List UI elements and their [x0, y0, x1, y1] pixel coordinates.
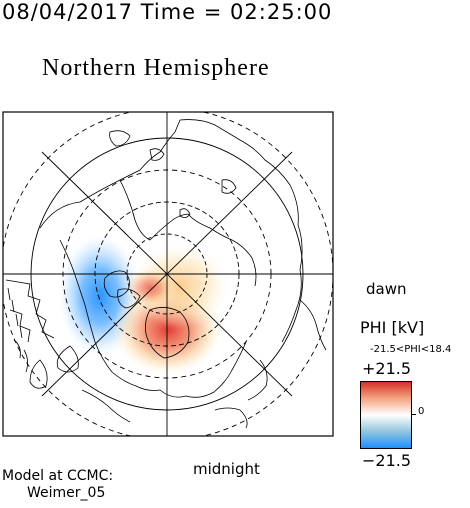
colorbar-mid-label: 0: [418, 406, 425, 417]
model-credit-line2: Weimer_05: [27, 485, 106, 501]
polar-map: [2, 111, 334, 437]
colorbar-min-label: −21.5: [362, 451, 412, 470]
dawn-label: dawn: [366, 280, 407, 298]
colorbar-title: PHI [kV]: [360, 318, 425, 337]
map-frame: [2, 111, 334, 437]
colorbar: [360, 381, 412, 449]
datetime-title: 08/04/2017 Time = 02:25:00: [2, 0, 333, 24]
colorbar-range: -21.5<PHI<18.4: [370, 344, 452, 355]
latitude-circles: [3, 112, 333, 436]
colorbar-max-label: +21.5: [362, 359, 412, 378]
midnight-label: midnight: [193, 460, 260, 478]
colorbar-zero-tick: [412, 414, 416, 415]
model-credit-line1: Model at CCMC:: [2, 468, 114, 484]
hemisphere-title: Northern Hemisphere: [42, 55, 270, 81]
meridian-lines: [3, 112, 333, 436]
coastlines: [5, 119, 327, 429]
